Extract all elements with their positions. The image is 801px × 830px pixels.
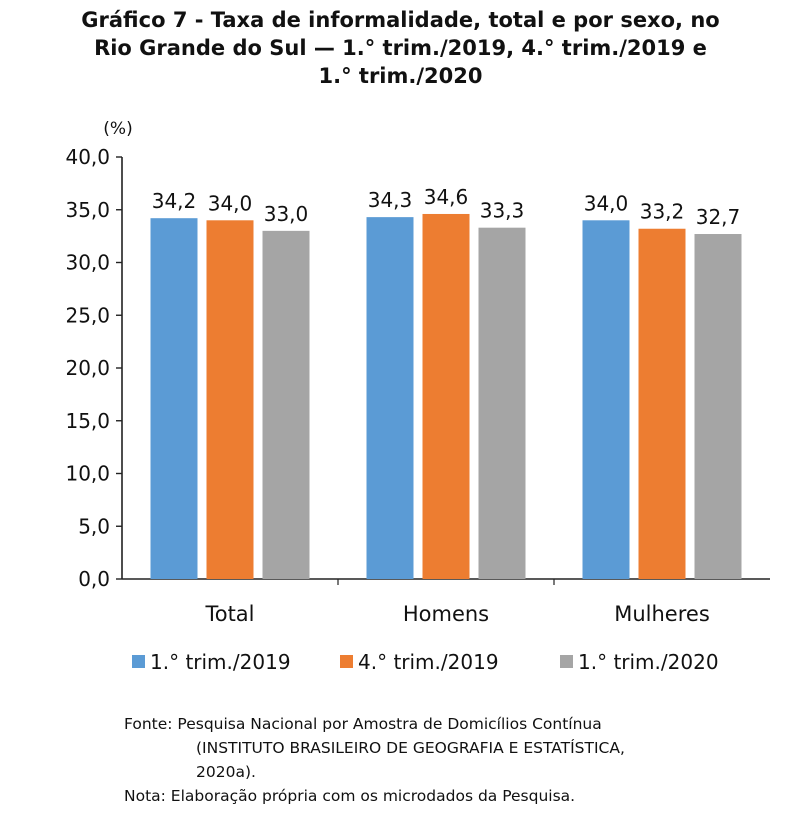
data-label: 32,7 [696,205,741,229]
bar-chart: (%) 0,0 5,0 10,0 15,0 20,0 25,0 30,0 35,0 40,0 Tot… [65,119,770,674]
y-tick-label: 0,0 [78,567,110,591]
y-tick-label: 15,0 [65,409,110,433]
y-tick-label: 30,0 [65,251,110,275]
data-label: 34,2 [152,189,197,213]
bar [422,213,470,579]
y-tick-label: 35,0 [65,198,110,222]
legend-swatch [340,655,353,668]
x-tick-label: Mulheres [614,602,710,626]
y-tick-label: 20,0 [65,356,110,380]
source-line-3: 2020a). [196,763,256,781]
data-label: 34,3 [368,188,413,212]
legend-swatch [560,655,573,668]
note-line: Nota: Elaboração própria com os microdad… [124,787,576,805]
data-label: 33,0 [264,202,309,226]
chart-title-line-1: Gráfico 7 - Taxa de informalidade, total… [81,8,720,32]
legend-label: 4.° trim./2019 [358,650,499,674]
bar [478,227,526,579]
chart-title-line-2: Rio Grande do Sul — 1.° trim./2019, 4.° … [94,36,707,60]
chart-legend: 1.° trim./2019 4.° trim./2019 1.° trim./20… [132,650,719,674]
bar [150,218,198,579]
y-tick-label: 5,0 [78,514,110,538]
y-tick-label: 25,0 [65,303,110,327]
bar [582,220,630,580]
legend-swatch [132,655,145,668]
x-tick-label: Homens [403,602,489,626]
source-line-1: Fonte: Pesquisa Nacional por Amostra de … [124,715,602,733]
bar [694,234,742,579]
legend-label: 1.° trim./2019 [150,650,291,674]
bar [366,217,414,579]
data-label: 33,3 [480,199,525,223]
bar [262,230,310,579]
chart-bars [150,213,742,580]
y-tick-label: 40,0 [65,145,110,169]
chart-axes: (%) 0,0 5,0 10,0 15,0 20,0 25,0 30,0 35,0 40,0 Tot… [65,119,770,626]
data-label: 34,0 [584,191,629,215]
source-note: Fonte: Pesquisa Nacional por Amostra de … [124,712,774,808]
data-label: 34,0 [208,191,253,215]
x-tick-label: Total [204,602,254,626]
y-axis-label: (%) [103,119,132,139]
chart-title-line-3: 1.° trim./2020 [318,64,483,88]
data-label: 34,6 [424,185,469,209]
chart-data-labels: 34,2 34,0 33,0 34,3 34,6 33,3 34,0 33,2 32,7 [152,185,741,229]
source-line-2: (INSTITUTO BRASILEIRO DE GEOGRAFIA E EST… [196,739,625,757]
chart-title: Gráfico 7 - Taxa de informalidade, total… [40,6,761,90]
bar [638,228,686,580]
data-label: 33,2 [640,200,685,224]
bar [206,220,254,580]
y-tick-label: 10,0 [65,462,110,486]
legend-label: 1.° trim./2020 [578,650,719,674]
